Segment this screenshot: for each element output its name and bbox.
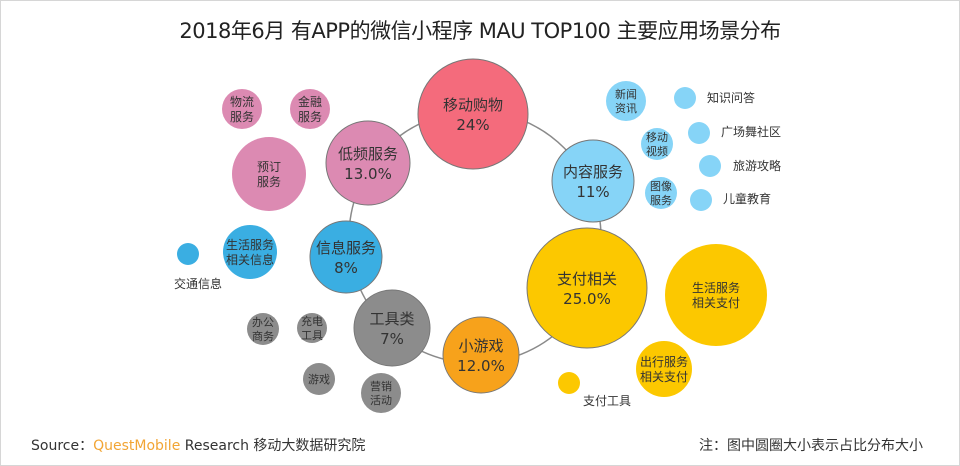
sub-bubble-label: 营销 (370, 379, 392, 393)
sub-bubble (222, 89, 262, 129)
dot-bubble (699, 155, 721, 177)
sub-bubble-label: 金融 (298, 94, 322, 109)
sub-bubble (223, 225, 277, 279)
main-bubble (442, 316, 520, 394)
main-bubble (325, 120, 411, 206)
sub-bubble-label: 预订 (257, 160, 281, 174)
dot-bubble (558, 372, 580, 394)
sub-bubble (232, 137, 306, 211)
main-bubble-percent: 25.0% (563, 290, 611, 308)
dot-bubble (688, 122, 710, 144)
sub-bubble (606, 81, 646, 121)
sub-bubble (641, 128, 673, 160)
sub-bubble-label: 资讯 (615, 102, 637, 115)
footnote: 注：图中圆圈大小表示占比分布大小 (699, 438, 923, 454)
main-bubble-percent: 24% (456, 116, 489, 134)
dot-bubble (690, 189, 712, 211)
sub-bubble (290, 89, 330, 129)
sub-bubble-label: 服务 (257, 174, 281, 189)
main-bubble-label: 低频服务 (338, 145, 398, 163)
main-bubble (526, 227, 648, 349)
main-bubble (551, 139, 635, 223)
sub-bubble-label: 物流 (230, 95, 254, 109)
sub-bubble-label: 工具 (301, 329, 323, 342)
sub-bubble-label: 办公 (252, 316, 274, 329)
source-prefix: Source： (31, 438, 94, 454)
sub-bubble-label: 服务 (298, 109, 322, 124)
source-suffix: Research 移动大数据研究院 (180, 438, 366, 454)
source-brand: QuestMobile (93, 438, 181, 454)
sub-bubble (297, 313, 327, 343)
dot-bubble (674, 87, 696, 109)
main-bubble-percent: 11% (576, 183, 609, 201)
diagram-title: 2018年6月 有APP的微信小程序 MAU TOP100 主要应用场景分布 (179, 19, 781, 43)
sub-bubble-label: 出行服务 (640, 354, 688, 369)
main-bubble (353, 289, 431, 367)
main-bubble (309, 220, 383, 294)
main-bubble-label: 支付相关 (557, 270, 617, 288)
sub-bubble-label: 相关支付 (692, 296, 740, 310)
sub-bubble-label: 商务 (252, 329, 274, 343)
dot-label: 知识问答 (707, 90, 755, 105)
main-bubble-label: 小游戏 (458, 337, 503, 355)
sub-bubble-label: 充电 (301, 314, 323, 328)
sub-bubble-label: 服务 (230, 109, 254, 124)
main-bubble-label: 工具类 (369, 310, 414, 328)
main-bubble-percent: 7% (380, 330, 404, 348)
dot-label: 儿童教育 (723, 191, 771, 206)
sub-bubble-label: 生活服务 (226, 237, 274, 252)
sub-bubble-label: 视频 (646, 144, 668, 158)
dot-bubble (177, 243, 199, 265)
sub-bubble (645, 177, 677, 209)
sub-bubble-label: 移动 (646, 131, 668, 144)
main-bubble (417, 58, 529, 170)
main-bubble-percent: 13.0% (344, 165, 392, 183)
main-bubble-percent: 12.0% (457, 357, 505, 375)
dot-label: 广场舞社区 (721, 124, 781, 139)
dot-label: 支付工具 (583, 394, 631, 408)
sub-bubble-label: 新闻 (615, 87, 637, 101)
source-line: Source：QuestMobile Research 移动大数据研究院 (31, 435, 365, 455)
sub-bubble (303, 363, 335, 395)
main-bubble-label: 信息服务 (316, 239, 376, 257)
sub-bubble-label: 生活服务 (692, 280, 740, 295)
sub-bubble (636, 341, 692, 397)
dot-label: 旅游攻略 (733, 158, 781, 173)
main-bubble-label: 移动购物 (443, 96, 503, 114)
sub-bubble (361, 373, 401, 413)
sub-bubble-label: 游戏 (308, 373, 330, 386)
sub-bubble-label: 服务 (650, 194, 672, 207)
main-bubble-percent: 8% (334, 259, 358, 277)
dot-label: 交通信息 (174, 276, 222, 291)
sub-bubble (665, 244, 767, 346)
sub-bubble-label: 活动 (370, 394, 392, 407)
sub-bubble-label: 图像 (650, 180, 672, 193)
sub-bubble (247, 313, 279, 345)
sub-bubble-label: 相关支付 (640, 370, 688, 384)
main-bubble-label: 内容服务 (563, 163, 623, 181)
sub-bubble-label: 相关信息 (226, 252, 274, 267)
